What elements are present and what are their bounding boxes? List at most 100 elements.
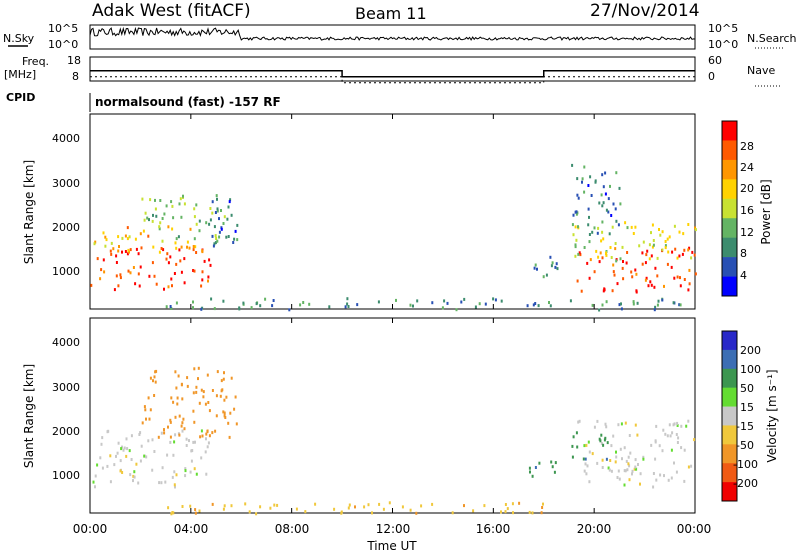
data-cell (185, 437, 188, 441)
data-cell (192, 269, 195, 272)
data-cell (180, 424, 183, 428)
data-cell (641, 251, 644, 255)
data-cell (658, 228, 660, 231)
data-cell (103, 270, 106, 274)
power-ytick-3000: 3000 (52, 177, 80, 190)
data-cell (651, 245, 654, 249)
velocity-cbar-tick-neg100: -100 (733, 458, 758, 471)
data-cell (518, 501, 521, 505)
data-cell (148, 218, 150, 222)
data-cell (551, 261, 554, 265)
data-cell (478, 302, 481, 306)
data-cell (176, 396, 179, 400)
data-cell (233, 237, 236, 241)
data-cell (668, 235, 671, 239)
data-cell (200, 429, 203, 433)
data-cell (201, 434, 204, 438)
data-cell (615, 450, 617, 454)
data-cell (652, 243, 655, 247)
data-cell (126, 237, 129, 241)
data-cell (575, 238, 578, 242)
data-cell (604, 422, 607, 426)
data-cell (147, 439, 150, 443)
data-cell (140, 246, 143, 250)
data-cell (678, 303, 681, 307)
colorbar-swatch (722, 257, 737, 277)
data-cell (500, 510, 502, 514)
data-cell (122, 448, 125, 452)
data-cell (180, 270, 183, 274)
data-cell (127, 269, 130, 273)
data-cell (576, 445, 579, 449)
data-cell (356, 303, 359, 307)
data-cell (443, 299, 446, 303)
data-cell (654, 305, 657, 309)
data-cell (623, 446, 626, 450)
data-cell (204, 402, 207, 406)
data-cell (295, 507, 298, 511)
data-cell (259, 304, 262, 308)
data-cell (628, 478, 631, 482)
data-cell (653, 285, 656, 289)
data-cell (623, 483, 626, 487)
data-cell (542, 275, 545, 279)
data-cell (612, 263, 615, 267)
data-cell (604, 192, 607, 196)
xtick-0800: 08:00 (275, 522, 310, 536)
data-cell (169, 435, 172, 439)
data-cell (654, 457, 657, 461)
data-cell (542, 502, 544, 506)
velocity-ytick-4000: 4000 (52, 336, 80, 349)
data-cell (483, 504, 486, 508)
data-cell (126, 252, 129, 256)
data-cell (220, 227, 223, 231)
data-cell (395, 298, 397, 302)
data-cell (204, 450, 207, 454)
data-cell (610, 444, 613, 448)
data-cell (622, 277, 625, 281)
data-cell (577, 252, 580, 256)
date-title: 27/Nov/2014 (590, 1, 700, 21)
velocity-ytick-2000: 2000 (52, 425, 80, 438)
data-cell (180, 245, 183, 249)
data-cell (596, 231, 599, 235)
data-cell (605, 253, 608, 257)
data-cell (176, 402, 179, 406)
data-cell (288, 308, 291, 312)
data-cell (227, 235, 230, 238)
data-cell (662, 428, 665, 432)
data-cell (634, 225, 637, 229)
data-cell (618, 186, 621, 190)
data-cell (655, 424, 658, 428)
data-cell (607, 466, 610, 470)
data-cell (162, 248, 165, 252)
cpid-label: CPID (6, 91, 35, 104)
data-cell (588, 240, 591, 244)
xtick-0000: 00:00 (73, 522, 108, 536)
data-cell (619, 447, 622, 451)
nave-label: Nave (747, 64, 775, 77)
data-cell (193, 420, 196, 424)
data-cell (663, 474, 665, 478)
data-cell (599, 251, 602, 255)
data-cell (115, 454, 117, 458)
nave-tick-low: 0 (708, 70, 715, 83)
data-cell (211, 431, 214, 435)
data-cell (682, 232, 685, 236)
data-cell (236, 238, 239, 242)
data-cell (190, 459, 193, 463)
data-cell (538, 461, 541, 465)
data-cell (157, 435, 160, 439)
data-cell (170, 396, 173, 400)
data-cell (460, 300, 463, 304)
data-cell (634, 268, 637, 272)
data-cell (214, 241, 217, 245)
data-cell (193, 207, 196, 211)
data-cell (672, 423, 675, 427)
data-cell (463, 297, 466, 301)
data-cell (160, 431, 163, 435)
data-cell (100, 268, 103, 272)
data-cell (595, 249, 598, 253)
data-cell (202, 395, 205, 399)
